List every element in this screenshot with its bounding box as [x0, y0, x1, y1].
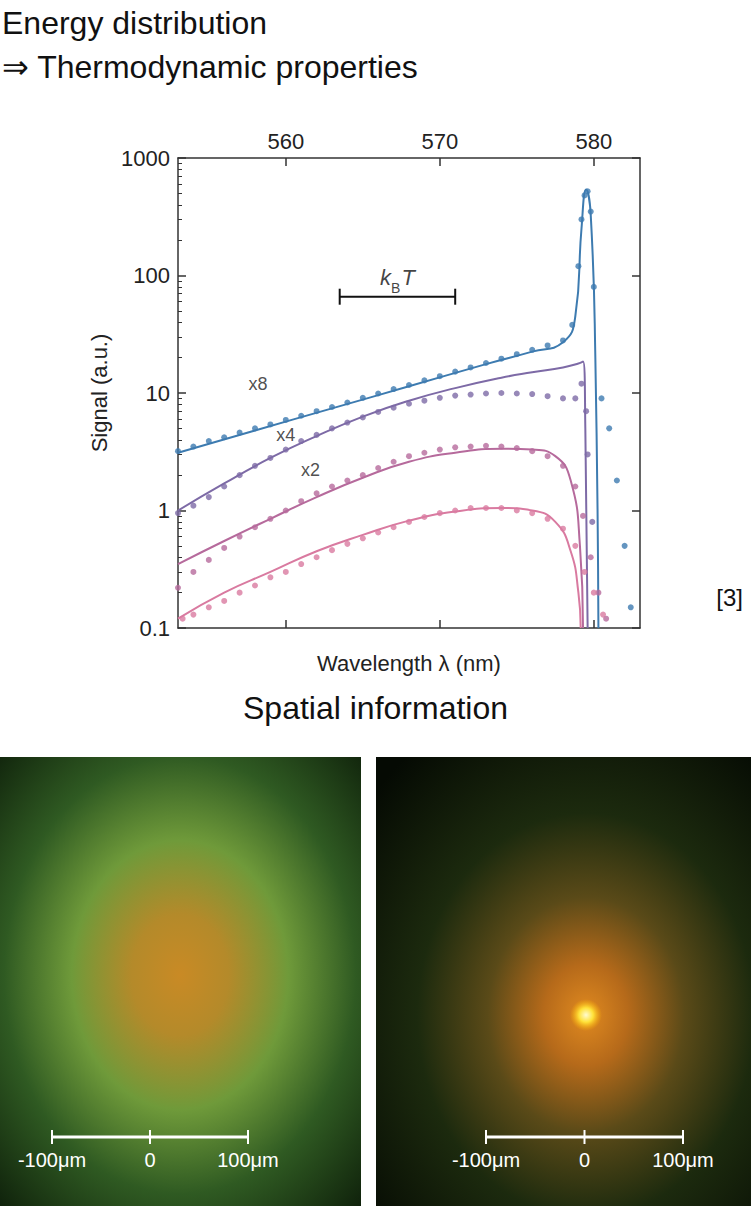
svg-text:1: 1 — [158, 498, 170, 523]
svg-text:Wavelength λ (nm): Wavelength λ (nm) — [317, 651, 501, 676]
html-text:[3]: [3] — [716, 584, 743, 611]
svg-text:570: 570 — [421, 129, 458, 154]
svg-text:T: T — [401, 265, 416, 290]
svg-text:560: 560 — [267, 129, 304, 154]
svg-text:100: 100 — [133, 263, 170, 288]
svg-text:580: 580 — [575, 129, 612, 154]
svg-text:-100μm: -100μm — [18, 1149, 86, 1171]
svg-text:0: 0 — [579, 1149, 590, 1171]
svg-text:10: 10 — [146, 381, 170, 406]
svg-text:x8: x8 — [249, 374, 268, 394]
svg-text:100μm: 100μm — [217, 1149, 279, 1171]
svg-text:0.1: 0.1 — [139, 616, 170, 641]
svg-text:-100μm: -100μm — [452, 1149, 520, 1171]
svg-text:x2: x2 — [301, 460, 320, 480]
svg-text:100μm: 100μm — [652, 1149, 714, 1171]
svg-text:Signal (a.u.): Signal (a.u.) — [87, 334, 112, 453]
svg-text:x4: x4 — [276, 425, 295, 445]
html-text:Energy distribution: Energy distribution — [2, 5, 267, 41]
svg-text:B: B — [391, 280, 400, 296]
svg-text:k: k — [380, 265, 392, 291]
html-text:⇒ Thermodynamic properties: ⇒ Thermodynamic properties — [2, 49, 418, 85]
svg-text:1000: 1000 — [121, 146, 170, 171]
html-text:Spatial information: Spatial information — [243, 690, 508, 726]
svg-text:0: 0 — [144, 1149, 155, 1171]
